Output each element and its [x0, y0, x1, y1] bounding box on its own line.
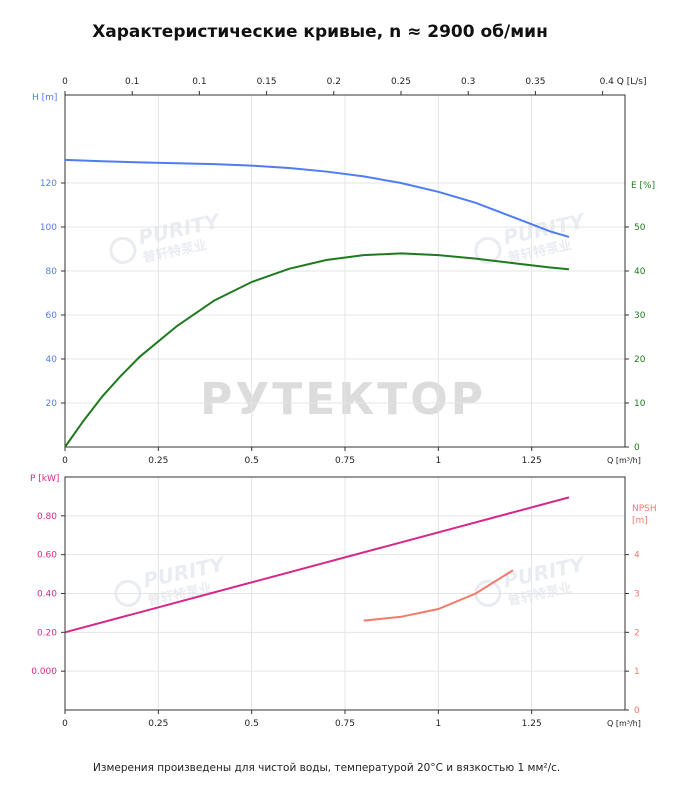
- x-axis-tick-label: 0.5: [245, 456, 259, 466]
- top-axis-tick-label: 0.25: [391, 77, 411, 87]
- page-title: Характеристические кривые, n ≈ 2900 об/м…: [92, 22, 548, 42]
- x-axis-tick-label: 1: [435, 719, 441, 729]
- y-left-tick-label: 120: [40, 179, 57, 189]
- x-axis-tick-label: 0: [62, 719, 68, 729]
- purity-logo-icon: [474, 236, 502, 264]
- x-axis-tick-label: 0.5: [245, 719, 259, 729]
- y-right-tick-label: 0: [634, 443, 640, 453]
- x-axis-tick-label: 0.25: [148, 456, 168, 466]
- y-right-axis-unit: [m]: [632, 516, 648, 526]
- y-left-tick-label: 80: [46, 267, 58, 277]
- x-axis-tick-label: 0.75: [335, 719, 355, 729]
- top-axis-tick-label: 0.3: [461, 77, 475, 87]
- y-left-axis-label: H [m]: [32, 93, 57, 103]
- y-right-tick-label: 50: [634, 223, 646, 233]
- y-right-tick-label: 4: [634, 551, 640, 561]
- x-axis-label: Q [m³/h]: [607, 456, 641, 465]
- x-axis-tick-label: 1: [435, 456, 441, 466]
- y-left-tick-label: 0.000: [31, 667, 57, 677]
- x-axis-label: Q [m³/h]: [607, 719, 641, 728]
- y-left-tick-label: 0.60: [37, 551, 57, 561]
- lower-plot-power-npsh: 0 0.25 0.5 0.75 1 1.25 Q [m³/h] 0.000 0.20 0.40 0.…: [30, 474, 657, 729]
- y-left-tick-label: 20: [46, 399, 58, 409]
- y-right-axis-label: NPSH: [632, 504, 657, 514]
- x-axis-tick-label: 1.25: [522, 456, 542, 466]
- y-right-tick-label: 40: [634, 267, 646, 277]
- x-axis-tick-label: 1.25: [522, 719, 542, 729]
- y-right-tick-label: 2: [634, 628, 640, 638]
- y-left-tick-label: 0.80: [37, 512, 57, 522]
- top-axis-tick-label: 0.35: [525, 77, 545, 87]
- y-left-tick-label: 60: [46, 311, 58, 321]
- y-right-tick-label: 20: [634, 355, 646, 365]
- watermark-rutektor: РУТЕКТОР: [200, 374, 486, 425]
- top-axis-tick-label: 0.1: [125, 77, 139, 87]
- y-left-tick-label: 100: [40, 223, 57, 233]
- y-right-tick-label: 0: [634, 706, 640, 716]
- upper-plot-head-efficiency: 0 0.1 0.1 0.15 0.2 0.25 0.3 0.35 0.4 Q [L/s] 0 0.2…: [32, 77, 655, 466]
- purity-logo-icon: [474, 579, 502, 607]
- x-axis-tick-label: 0: [62, 456, 68, 466]
- purity-logo-icon: [109, 236, 137, 264]
- y-right-tick-label: 10: [634, 399, 646, 409]
- y-right-tick-label: 30: [634, 311, 646, 321]
- y-left-tick-label: 0.20: [37, 628, 57, 638]
- x-axis-tick-label: 0.75: [335, 456, 355, 466]
- top-axis-tick-label: 0.15: [257, 77, 277, 87]
- series-npsh-curve: [363, 569, 514, 622]
- series-head-curve: [64, 158, 570, 238]
- y-right-tick-label: 1: [634, 667, 640, 677]
- series-power-line: [64, 496, 570, 634]
- y-left-tick-label: 40: [46, 355, 58, 365]
- series-efficiency-curve: [64, 252, 570, 448]
- top-axis-tick-label: 0: [62, 77, 68, 87]
- top-axis-tick-label: 0.2: [327, 77, 341, 87]
- footnote: Измерения произведены для чистой воды, т…: [93, 762, 561, 774]
- y-left-tick-label: 0.40: [37, 590, 57, 600]
- top-axis-tick-label: 0.1: [192, 77, 206, 87]
- y-right-axis-label: E [%]: [631, 181, 655, 191]
- purity-logo-icon: [114, 579, 142, 607]
- x-axis-tick-label: 0.25: [148, 719, 168, 729]
- y-left-axis-label: P [kW]: [30, 474, 59, 484]
- top-axis-label: 0.4 Q [L/s]: [600, 77, 647, 87]
- y-right-tick-label: 3: [634, 590, 640, 600]
